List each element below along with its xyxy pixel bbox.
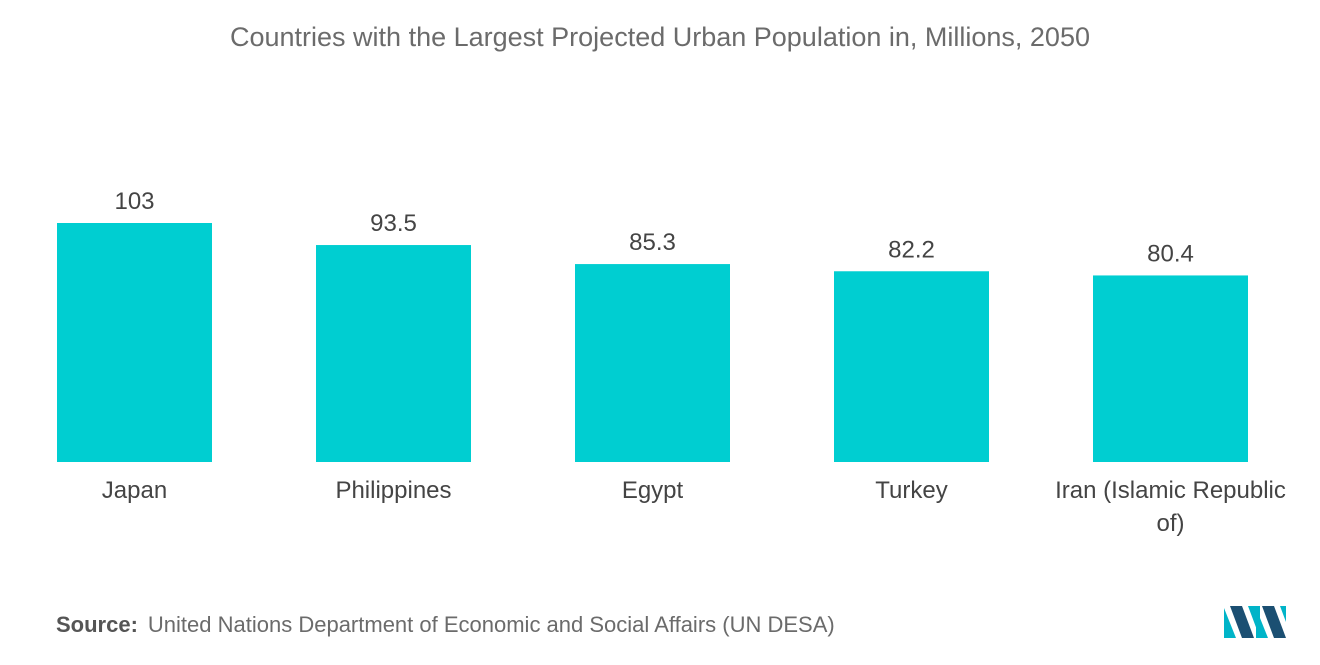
source-text: United Nations Department of Economic an… <box>147 612 835 637</box>
category-label-1: Philippines <box>335 477 451 504</box>
value-label-2: 85.3 <box>629 229 676 256</box>
value-label-3: 82.2 <box>888 236 935 263</box>
category-label-3: Turkey <box>875 477 947 504</box>
bar-3 <box>834 271 989 462</box>
bar-1 <box>316 245 471 462</box>
source-note: Source: United Nations Department of Econ… <box>56 612 835 638</box>
mordor-logo-icon <box>1224 606 1286 638</box>
chart-title: Countries with the Largest Projected Urb… <box>230 22 1090 52</box>
category-label-0: Japan <box>102 477 167 504</box>
bar-chart: 103 Japan 93.5 Philippines 85.3 Egypt 82.2 Turk… <box>57 188 1286 537</box>
bar-0 <box>57 223 212 462</box>
bar-2 <box>575 264 730 462</box>
bar-4 <box>1093 275 1248 462</box>
value-label-0: 103 <box>114 188 154 215</box>
category-label-4: Iran (Islamic Republic of) <box>1055 477 1286 537</box>
value-label-4: 80.4 <box>1147 240 1194 267</box>
value-label-1: 93.5 <box>370 210 417 237</box>
source-label: Source: <box>56 612 138 637</box>
category-label-2: Egypt <box>622 477 684 504</box>
